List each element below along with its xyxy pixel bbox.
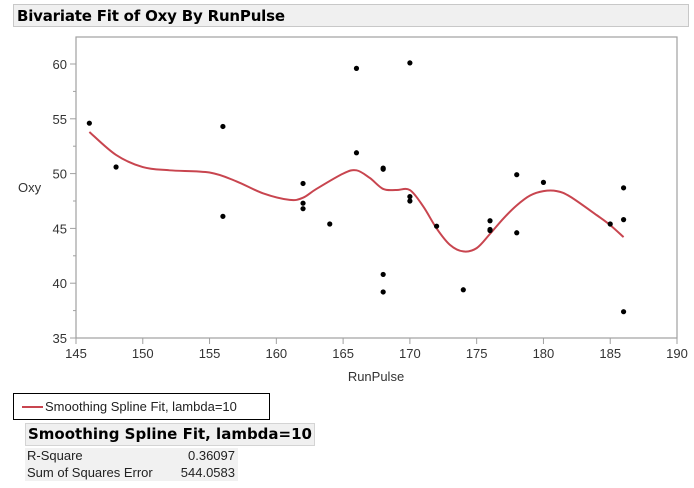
scatter-plot: 35 40 45 50 55 60 145 150 155 160 165 170 175 180 185… [18, 36, 688, 384]
data-point[interactable] [380, 289, 386, 295]
data-point[interactable] [540, 179, 547, 185]
data-point[interactable] [353, 150, 360, 156]
svg-text:145: 145 [65, 346, 87, 361]
svg-text:160: 160 [265, 346, 287, 361]
svg-text:50: 50 [53, 167, 67, 182]
legend: Smoothing Spline Fit, lambda=10 [13, 393, 270, 420]
table-row: Sum of Squares Error 544.0583 [25, 465, 238, 482]
plot-frame [75, 36, 678, 339]
table-row: R-Square 0.36097 [25, 448, 238, 465]
svg-text:45: 45 [53, 221, 67, 236]
data-point[interactable] [300, 206, 306, 212]
data-point[interactable] [380, 166, 386, 172]
svg-text:165: 165 [332, 346, 354, 361]
svg-text:55: 55 [53, 112, 67, 127]
data-point[interactable] [460, 287, 466, 293]
y-axis-title: Oxy [18, 180, 42, 195]
data-point[interactable] [380, 271, 386, 278]
x-axis: 145 150 155 160 165 170 175 180 185 190 [65, 338, 688, 361]
data-point[interactable] [514, 172, 520, 178]
y-axis: 35 40 45 50 55 60 [53, 57, 76, 346]
svg-text:40: 40 [53, 276, 67, 291]
data-point[interactable] [353, 65, 360, 71]
data-point[interactable] [407, 60, 413, 66]
legend-line-icon [22, 406, 43, 408]
row-label: R-Square [27, 448, 83, 463]
fit-report-table: R-Square 0.36097 Sum of Squares Error 54… [25, 448, 238, 481]
data-point[interactable] [620, 217, 627, 223]
data-point[interactable] [220, 213, 226, 219]
data-point[interactable] [487, 218, 493, 224]
svg-text:170: 170 [399, 346, 421, 361]
legend-label: Smoothing Spline Fit, lambda=10 [45, 399, 237, 414]
data-point[interactable] [487, 227, 493, 234]
svg-text:180: 180 [533, 346, 555, 361]
data-point[interactable] [113, 164, 119, 170]
data-point[interactable] [86, 120, 92, 126]
data-point[interactable] [300, 200, 306, 206]
svg-text:190: 190 [666, 346, 688, 361]
row-label: Sum of Squares Error [27, 464, 153, 480]
data-points [86, 60, 627, 315]
row-value: 544.0583 [180, 464, 235, 480]
fit-report-title: Smoothing Spline Fit, lambda=10 [28, 425, 312, 443]
svg-text:150: 150 [132, 346, 154, 361]
data-point[interactable] [620, 185, 627, 191]
data-point[interactable] [620, 309, 627, 315]
svg-text:60: 60 [53, 57, 67, 72]
data-point[interactable] [407, 198, 413, 204]
data-point[interactable] [327, 221, 333, 227]
x-axis-title: RunPulse [348, 369, 404, 384]
svg-text:185: 185 [599, 346, 621, 361]
data-point[interactable] [434, 223, 440, 229]
row-value: 0.36097 [188, 448, 235, 463]
svg-text:35: 35 [53, 331, 67, 346]
data-point[interactable] [300, 180, 306, 187]
svg-text:155: 155 [199, 346, 221, 361]
data-point[interactable] [514, 230, 520, 236]
spline-fit-line [88, 131, 625, 253]
report-title-bar[interactable]: Bivariate Fit of Oxy By RunPulse [13, 4, 689, 27]
svg-text:175: 175 [466, 346, 488, 361]
data-point[interactable] [220, 123, 226, 130]
data-point[interactable] [607, 221, 613, 227]
data-point[interactable] [407, 194, 413, 200]
report-title: Bivariate Fit of Oxy By RunPulse [17, 7, 285, 25]
fit-report-heading[interactable]: Smoothing Spline Fit, lambda=10 [25, 423, 315, 446]
